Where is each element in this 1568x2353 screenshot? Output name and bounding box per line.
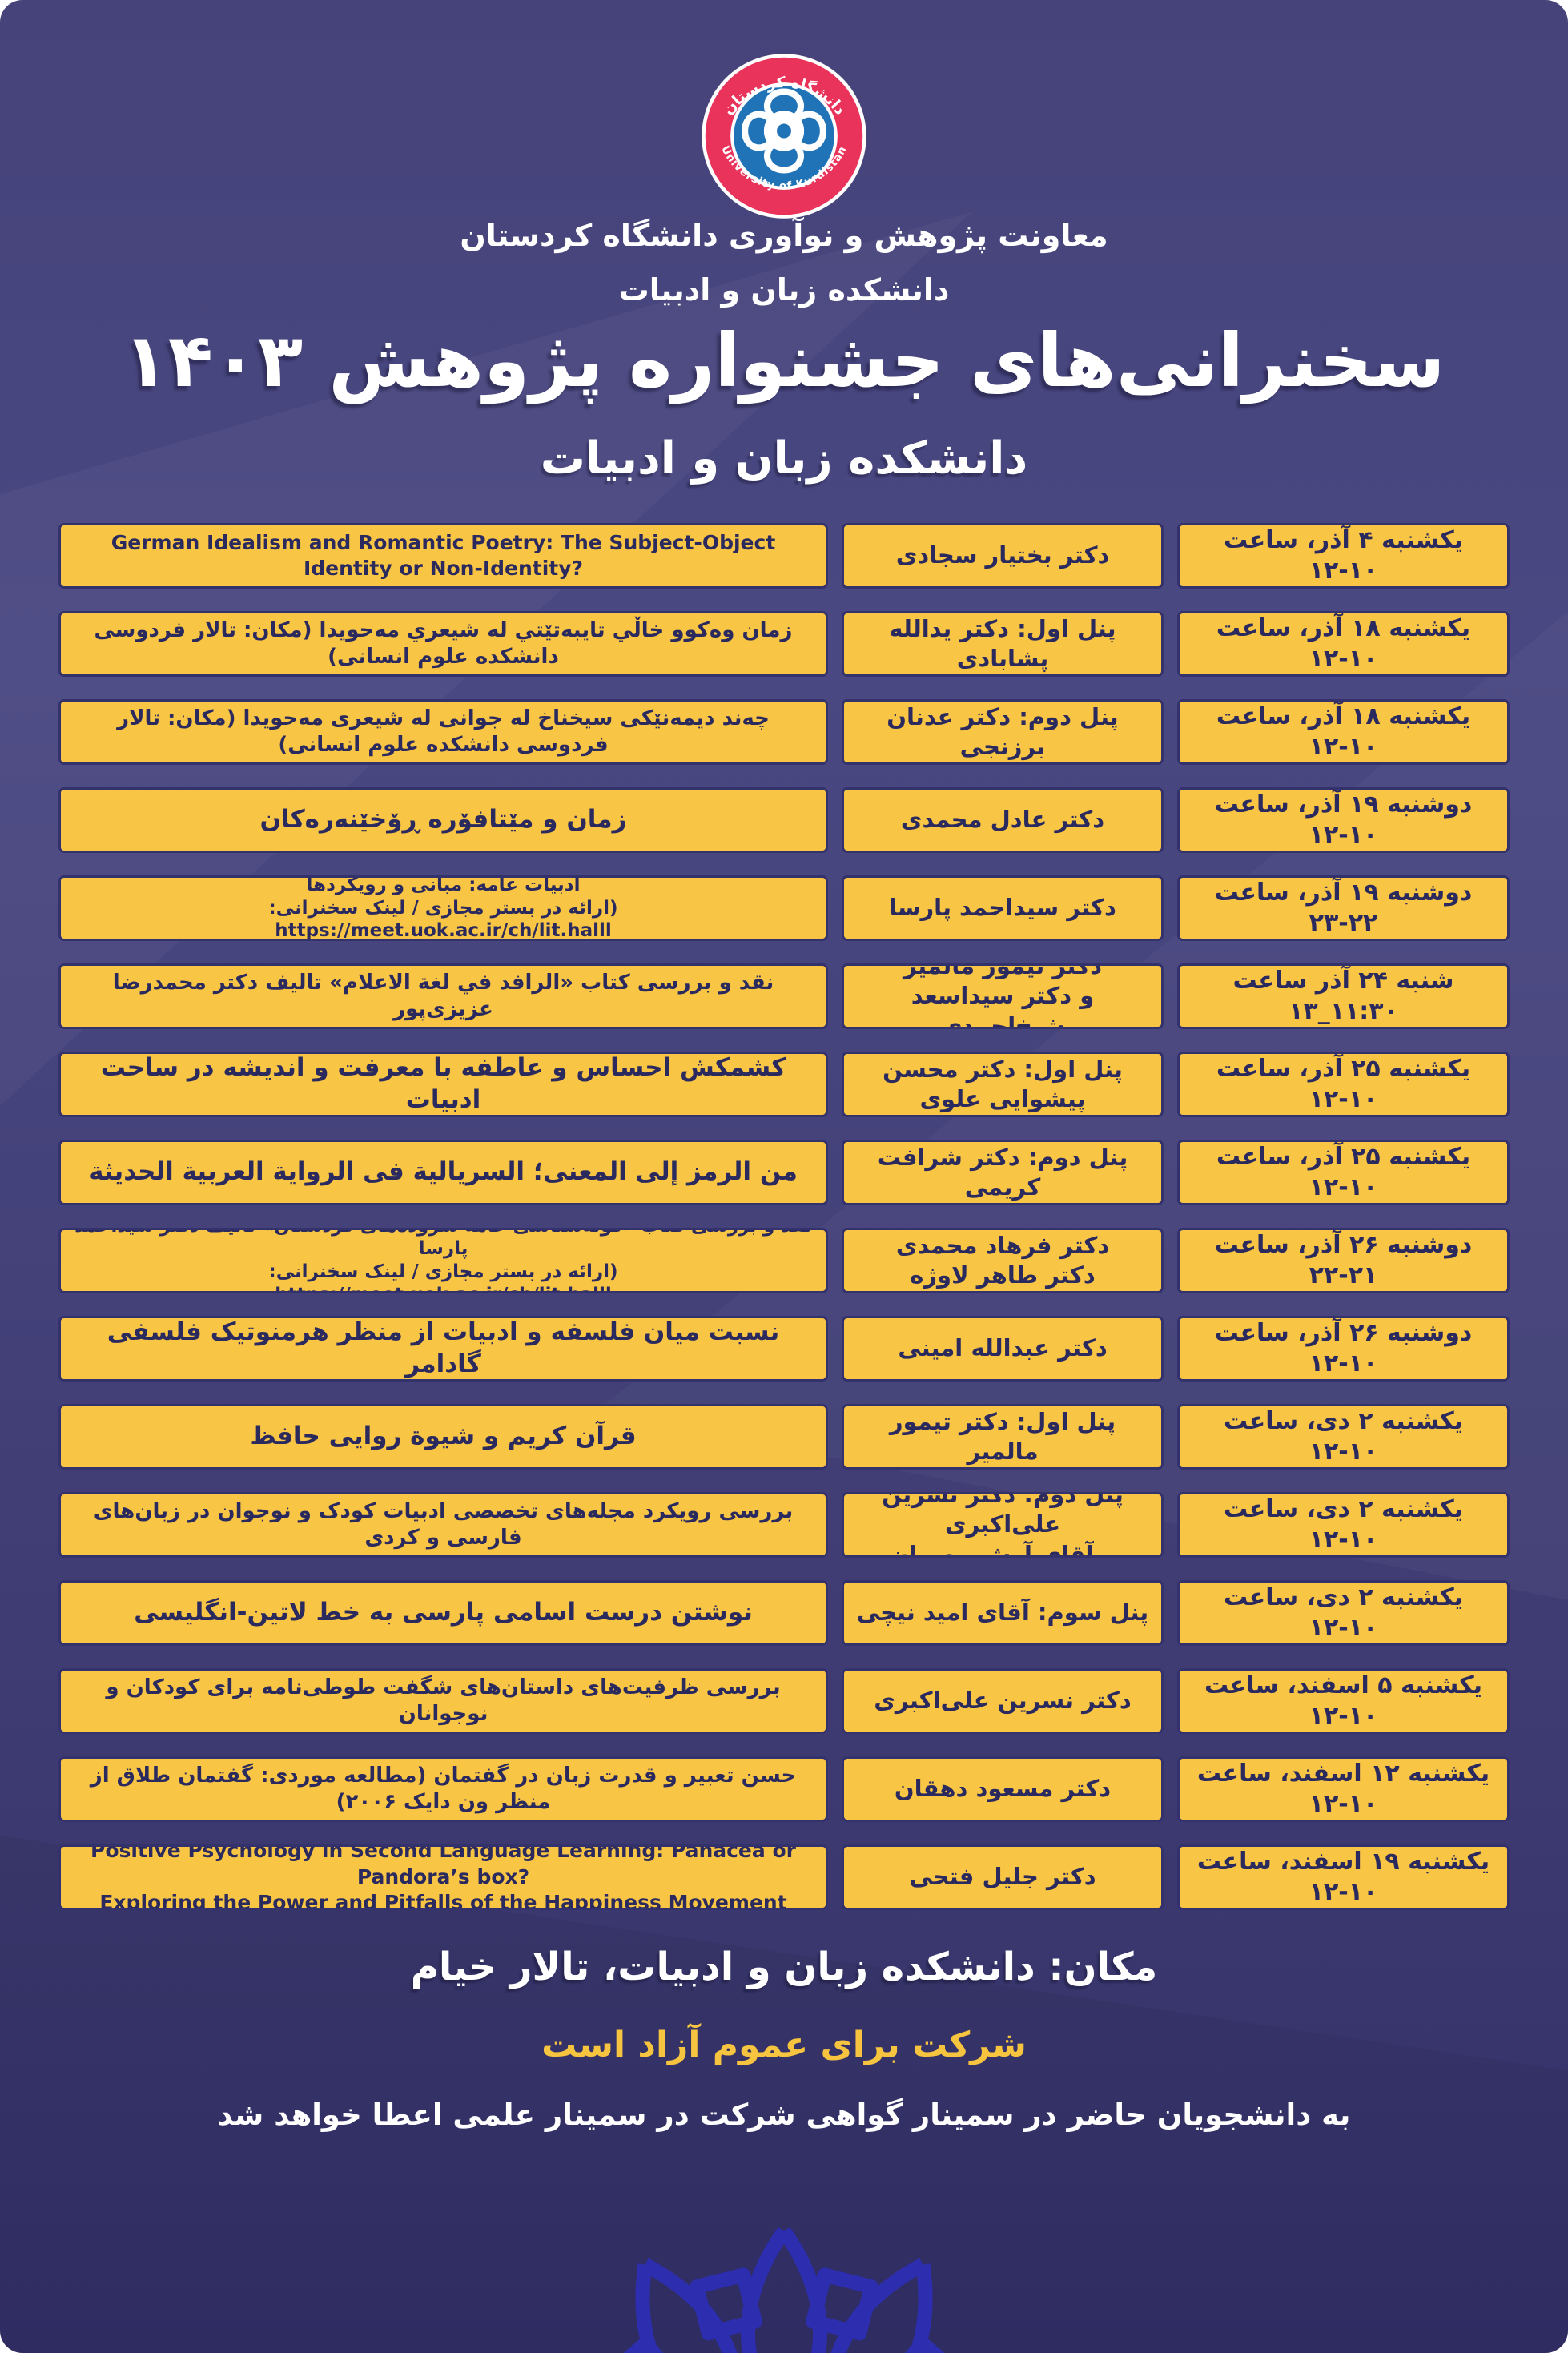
session-speaker: پنل دوم: دکتر نسرین علی‌اکبری و آقای آرش…: [842, 1492, 1164, 1558]
session-datetime: دوشنبه ۱۹ آذر، ساعت ۲۲-۲۳: [1177, 875, 1510, 941]
session-title: German Idealism and Romantic Poetry: The…: [58, 523, 828, 589]
university-of-kurdistan-logo: دانشگاه کردستان University of Kurdistan: [702, 54, 866, 219]
session-title: نسبت میان فلسفه و ادبیات از منظر هرمنوتی…: [58, 1316, 828, 1382]
poster-footer: مکان: دانشکده زبان و ادبیات، تالار خیام …: [0, 1945, 1568, 2132]
session-speaker: دکتر نسرین علی‌اکبری: [842, 1668, 1164, 1734]
session-datetime: یکشنبه ۲ دی، ساعت ۱۰-۱۲: [1177, 1404, 1510, 1470]
session-datetime: یکشنبه ۵ اسفند، ساعت ۱۰-۱۲: [1177, 1668, 1510, 1734]
session-datetime: دوشنبه ۲۶ آذر، ساعت ۲۱-۲۲: [1177, 1228, 1510, 1293]
schedule-row: دوشنبه ۱۹ آذر، ساعت ۱۰-۱۲ دکتر عادل محمد…: [58, 787, 1510, 853]
session-speaker: دکتر تیمور مالمیر و دکتر سیداسعد شیخ‌احم…: [842, 963, 1164, 1029]
location-line: مکان: دانشکده زبان و ادبیات، تالار خیام: [410, 1945, 1158, 1989]
session-title: بررسی رویکرد مجله‌های تخصصی ادبیات کودک …: [58, 1492, 828, 1558]
session-speaker: پنل دوم: دکتر شرافت کریمی: [842, 1140, 1164, 1205]
session-speaker: دکتر بختیار سجادی: [842, 523, 1164, 589]
certificate-line: به دانشجویان حاضر در سمینار گواهی شرکت د…: [217, 2098, 1351, 2132]
schedule-row: یکشنبه ۱۸ آذر، ساعت ۱۰-۱۲ پنل اول: دکتر …: [58, 611, 1510, 677]
schedule-row: یکشنبه ۲ دی، ساعت ۱۰-۱۲ پنل سوم: آقای ام…: [58, 1580, 1510, 1646]
session-speaker: دکتر فرهاد محمدی دکتر طاهر لاوژه: [842, 1228, 1164, 1293]
session-datetime: یکشنبه ۱۹ اسفند، ساعت ۱۰-۱۲: [1177, 1844, 1510, 1910]
session-title: نقد و بررسی کتاب «گونه‌شناسی عامه سروده‌…: [58, 1228, 828, 1293]
lotus-ornament-icon: [604, 2226, 964, 2353]
session-speaker: پنل دوم: دکتر عدنان برزنجی: [842, 699, 1164, 765]
session-title: ادبیات عامه: مبانی و رویکردها (ارائه در …: [58, 875, 828, 941]
session-datetime: دوشنبه ۲۶ آذر، ساعت ۱۰-۱۲: [1177, 1316, 1510, 1382]
knot-emblem-icon: [742, 88, 826, 174]
schedule-row: یکشنبه ۲۵ آذر، ساعت ۱۰-۱۲ پنل اول: دکتر …: [58, 1052, 1510, 1117]
session-title: من الرمز إلی المعنی؛ السریالیة فی الروای…: [58, 1140, 828, 1205]
session-speaker: دکتر جلیل فتحی: [842, 1844, 1164, 1910]
session-title: زمان وه‌کوو خاڵي تايبه‌تێتي له شيعري مه‌…: [58, 611, 828, 677]
session-speaker: دکتر مسعود دهقان: [842, 1756, 1164, 1822]
session-title: بررسی ظرفیت‌های داستان‌های شگفت طوطی‌نام…: [58, 1668, 828, 1734]
schedule-row: یکشنبه ۲ دی، ساعت ۱۰-۱۲ پنل اول: دکتر تی…: [58, 1404, 1510, 1470]
schedule-row: یکشنبه ۵ اسفند، ساعت ۱۰-۱۲ دکتر نسرین عل…: [58, 1668, 1510, 1734]
session-datetime: یکشنبه ۲ دی، ساعت ۱۰-۱۲: [1177, 1580, 1510, 1646]
open-to-public-line: شرکت برای عموم آزاد است: [541, 2025, 1027, 2065]
schedule-row: یکشنبه ۲۵ آذر، ساعت ۱۰-۱۲ پنل دوم: دکتر …: [58, 1140, 1510, 1205]
session-title: حسن تعبیر و قدرت زبان در گفتمان (مطالعه …: [58, 1756, 828, 1822]
schedule-row: یکشنبه ۱۹ اسفند، ساعت ۱۰-۱۲ دکتر جلیل فت…: [58, 1844, 1510, 1910]
session-title: نوشتن درست اسامی پارسی به خط لاتین-انگلی…: [58, 1580, 828, 1646]
session-speaker: دکتر عبدالله امینی: [842, 1316, 1164, 1382]
session-datetime: یکشنبه ۲۵ آذر، ساعت ۱۰-۱۲: [1177, 1140, 1510, 1205]
session-title: Positive Psychology in Second Language L…: [58, 1844, 828, 1910]
org-line-faculty: دانشکده زبان و ادبیات: [618, 272, 950, 308]
schedule-row: دوشنبه ۲۶ آذر، ساعت ۱۰-۱۲ دکتر عبدالله ا…: [58, 1316, 1510, 1382]
session-datetime: شنبه ۲۴ آذر ساعت ۱۱:۳۰_۱۳: [1177, 963, 1510, 1029]
session-datetime: یکشنبه ۱۲ اسفند، ساعت ۱۰-۱۲: [1177, 1756, 1510, 1822]
session-speaker: پنل اول: دکتر تیمور مالمیر: [842, 1404, 1164, 1470]
lecture-schedule-table: یکشنبه ۴ آذر، ساعت ۱۰-۱۲ دکتر بختیار سجا…: [58, 523, 1510, 1933]
schedule-row: یکشنبه ۲ دی، ساعت ۱۰-۱۲ پنل دوم: دکتر نس…: [58, 1492, 1510, 1558]
session-datetime: یکشنبه ۱۸ آذر، ساعت ۱۰-۱۲: [1177, 611, 1510, 677]
schedule-row: دوشنبه ۱۹ آذر، ساعت ۲۲-۲۳ دکتر سیداحمد پ…: [58, 875, 1510, 941]
session-datetime: یکشنبه ۲۵ آذر، ساعت ۱۰-۱۲: [1177, 1052, 1510, 1117]
session-speaker: دکتر سیداحمد پارسا: [842, 875, 1164, 941]
session-title: زمان و مێتافۆره ڕۆخێنه‌ره‌کان: [58, 787, 828, 853]
schedule-row: شنبه ۲۴ آذر ساعت ۱۱:۳۰_۱۳ دکتر تیمور مال…: [58, 963, 1510, 1029]
schedule-row: یکشنبه ۱۲ اسفند، ساعت ۱۰-۱۲ دکتر مسعود د…: [58, 1756, 1510, 1822]
session-speaker: پنل اول: دکتر یدالله پشابادی: [842, 611, 1164, 677]
session-datetime: یکشنبه ۲ دی، ساعت ۱۰-۱۲: [1177, 1492, 1510, 1558]
session-speaker: دکتر عادل محمدی: [842, 787, 1164, 853]
session-datetime: یکشنبه ۱۸ آذر، ساعت ۱۰-۱۲: [1177, 699, 1510, 765]
session-speaker: پنل اول: دکتر محسن پیشوایی علوی: [842, 1052, 1164, 1117]
page-title: سخنرانی‌های جشنواره پژوهش ۱۴۰۳: [123, 318, 1445, 404]
session-title: چه‌ند ديمه‌نێکی سيخناخ له جوانی له شيعری…: [58, 699, 828, 765]
session-title: کشمکش احساس و عاطفه با معرفت و اندیشه در…: [58, 1052, 828, 1117]
page-subtitle: دانشکده زبان و ادبیات: [540, 432, 1028, 485]
org-line-research-deputy: معاونت پژوهش و نوآوری دانشگاه کردستان: [460, 218, 1108, 253]
schedule-row: دوشنبه ۲۶ آذر، ساعت ۲۱-۲۲ دکتر فرهاد محم…: [58, 1228, 1510, 1293]
session-title: نقد و بررسی کتاب «الرافد في لغة الاعلام»…: [58, 963, 828, 1029]
session-speaker: پنل سوم: آقای امید نیچی: [842, 1580, 1164, 1646]
session-datetime: دوشنبه ۱۹ آذر، ساعت ۱۰-۱۲: [1177, 787, 1510, 853]
session-datetime: یکشنبه ۴ آذر، ساعت ۱۰-۱۲: [1177, 523, 1510, 589]
schedule-row: یکشنبه ۱۸ آذر، ساعت ۱۰-۱۲ پنل دوم: دکتر …: [58, 699, 1510, 765]
session-title: قرآن کریم و شیوة روایی حافظ: [58, 1404, 828, 1470]
schedule-row: یکشنبه ۴ آذر، ساعت ۱۰-۱۲ دکتر بختیار سجا…: [58, 523, 1510, 589]
